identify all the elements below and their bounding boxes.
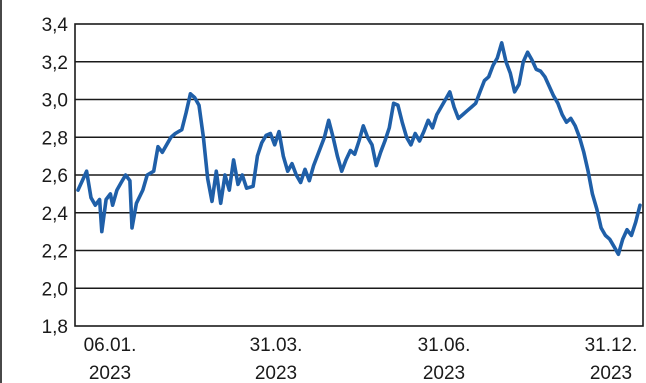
series-line <box>76 41 642 257</box>
y-tick-label: 3,4 <box>42 15 69 36</box>
y-tick-label: 2,8 <box>42 128 68 149</box>
series-layer <box>76 41 642 257</box>
x-tick-label-year: 2023 <box>590 363 632 383</box>
x-axis-tick-labels: 06.01. 2023 31.03. 2023 31.06. 2023 31.12. 2023 <box>84 335 638 383</box>
y-tick-label: 2,2 <box>42 242 68 263</box>
x-tick-label-year: 2023 <box>423 363 465 383</box>
y-tick-label: 2,4 <box>42 204 69 225</box>
x-tick-label-date: 31.03. <box>250 335 303 356</box>
y-tick-label: 2,0 <box>42 279 68 300</box>
y-axis-tick-labels: 1,8 2,0 2,2 2,4 2,6 2,8 3,0 3,2 3,4 <box>42 15 69 338</box>
y-tick-label: 3,2 <box>42 53 68 74</box>
y-tick-label: 1,8 <box>42 317 68 338</box>
plot-border <box>74 23 644 327</box>
x-tick-label-date: 06.01. <box>84 335 137 356</box>
x-tick-label-date: 31.12. <box>585 335 638 356</box>
y-tick-label: 2,6 <box>42 166 68 187</box>
x-tick-label-year: 2023 <box>255 363 297 383</box>
x-tick-label-year: 2023 <box>89 363 131 383</box>
gridlines <box>75 60 643 290</box>
x-tick-label-date: 31.06. <box>418 335 471 356</box>
y-tick-label: 3,0 <box>42 91 68 112</box>
